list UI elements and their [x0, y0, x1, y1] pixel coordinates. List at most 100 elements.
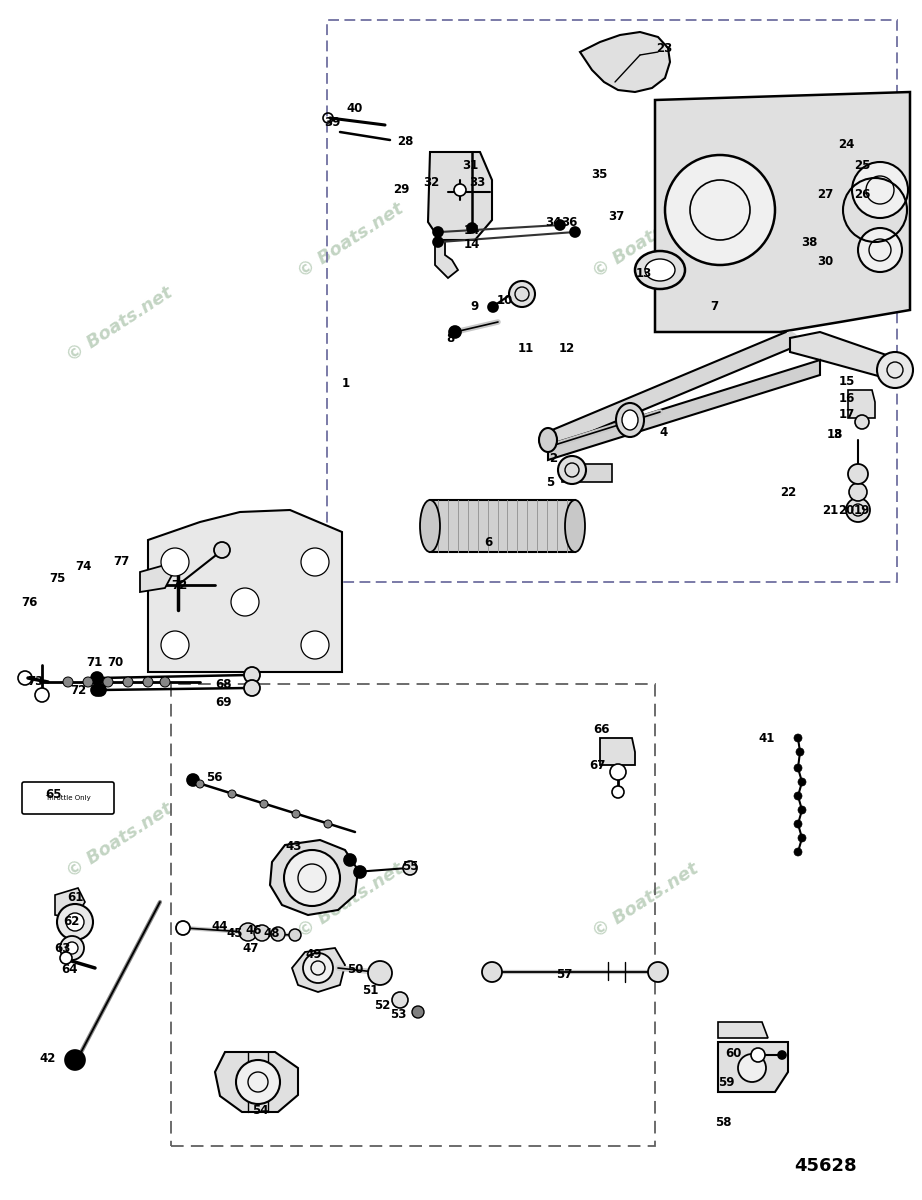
Text: 77: 77 — [113, 556, 130, 568]
Text: 70: 70 — [107, 656, 124, 668]
Text: 11: 11 — [517, 342, 534, 354]
Circle shape — [244, 667, 260, 683]
Circle shape — [798, 778, 806, 786]
Text: 44: 44 — [211, 920, 228, 932]
Text: 76: 76 — [21, 596, 38, 608]
Text: 47: 47 — [242, 942, 259, 954]
Circle shape — [91, 684, 103, 696]
Text: 8: 8 — [446, 332, 454, 344]
Circle shape — [794, 764, 802, 772]
Circle shape — [648, 962, 668, 982]
Circle shape — [433, 227, 443, 236]
Text: 6: 6 — [485, 536, 492, 548]
Text: 43: 43 — [285, 840, 301, 852]
Circle shape — [555, 220, 565, 230]
Circle shape — [254, 925, 270, 941]
Circle shape — [798, 806, 806, 814]
Text: 23: 23 — [656, 42, 672, 54]
Text: 19: 19 — [854, 504, 870, 516]
Circle shape — [751, 1048, 765, 1062]
Circle shape — [301, 548, 329, 576]
Circle shape — [231, 588, 259, 616]
Circle shape — [482, 962, 502, 982]
Polygon shape — [600, 738, 635, 766]
Polygon shape — [718, 1042, 788, 1092]
Text: 56: 56 — [206, 772, 222, 784]
Circle shape — [877, 352, 913, 388]
Circle shape — [858, 228, 902, 272]
Circle shape — [509, 281, 535, 307]
Text: 26: 26 — [854, 188, 870, 200]
Text: 66: 66 — [593, 724, 609, 736]
Text: 63: 63 — [54, 942, 71, 954]
Bar — [562, 464, 612, 482]
Text: Throttle Only: Throttle Only — [45, 794, 91, 802]
Text: 2: 2 — [550, 452, 557, 464]
Text: 5: 5 — [547, 476, 554, 488]
Text: 27: 27 — [817, 188, 833, 200]
Circle shape — [354, 866, 366, 878]
Text: 21: 21 — [822, 504, 838, 516]
Circle shape — [161, 631, 189, 659]
Polygon shape — [718, 1022, 768, 1038]
Circle shape — [244, 680, 260, 696]
Text: 16: 16 — [838, 392, 855, 404]
Text: 54: 54 — [252, 1104, 268, 1116]
Circle shape — [83, 677, 93, 686]
Circle shape — [303, 953, 333, 983]
Circle shape — [344, 854, 356, 866]
Circle shape — [665, 155, 775, 265]
Polygon shape — [435, 240, 458, 278]
Text: 49: 49 — [305, 948, 322, 960]
Circle shape — [160, 677, 170, 686]
Circle shape — [852, 162, 908, 218]
Circle shape — [558, 456, 586, 484]
Text: 10: 10 — [497, 294, 514, 306]
Circle shape — [196, 780, 204, 788]
Text: 25: 25 — [854, 160, 870, 172]
Circle shape — [187, 774, 199, 786]
Polygon shape — [292, 948, 345, 992]
Text: 55: 55 — [402, 860, 419, 872]
Circle shape — [846, 498, 870, 522]
Circle shape — [738, 1054, 766, 1082]
Text: 1: 1 — [342, 378, 349, 390]
Circle shape — [289, 929, 301, 941]
Text: 59: 59 — [718, 1076, 735, 1088]
Text: 4: 4 — [660, 426, 668, 438]
Text: 12: 12 — [559, 342, 575, 354]
Circle shape — [63, 677, 73, 686]
Ellipse shape — [565, 500, 585, 552]
Bar — [430, 500, 575, 552]
Polygon shape — [140, 565, 172, 592]
Text: 3: 3 — [833, 428, 841, 440]
Circle shape — [161, 548, 189, 576]
Text: 37: 37 — [608, 210, 624, 222]
Text: © Boats.net: © Boats.net — [64, 283, 176, 365]
Circle shape — [778, 1051, 786, 1058]
Circle shape — [65, 1050, 85, 1070]
Circle shape — [60, 936, 84, 960]
Circle shape — [454, 184, 466, 196]
Polygon shape — [790, 332, 905, 382]
Polygon shape — [848, 390, 875, 418]
Circle shape — [570, 227, 580, 236]
Circle shape — [849, 482, 867, 502]
Text: 30: 30 — [817, 256, 833, 268]
Text: 53: 53 — [390, 1008, 407, 1020]
Text: 28: 28 — [397, 136, 414, 148]
Text: 61: 61 — [67, 892, 84, 904]
Polygon shape — [55, 888, 85, 918]
Polygon shape — [270, 840, 358, 914]
Circle shape — [103, 677, 113, 686]
Text: 60: 60 — [725, 1048, 741, 1060]
Circle shape — [794, 734, 802, 742]
Text: 38: 38 — [801, 236, 818, 248]
Text: 71: 71 — [86, 656, 102, 668]
Text: 42: 42 — [40, 1052, 56, 1064]
Text: 69: 69 — [215, 696, 231, 708]
Text: 7: 7 — [711, 300, 718, 312]
Circle shape — [271, 926, 285, 941]
FancyBboxPatch shape — [22, 782, 114, 814]
Circle shape — [794, 792, 802, 800]
